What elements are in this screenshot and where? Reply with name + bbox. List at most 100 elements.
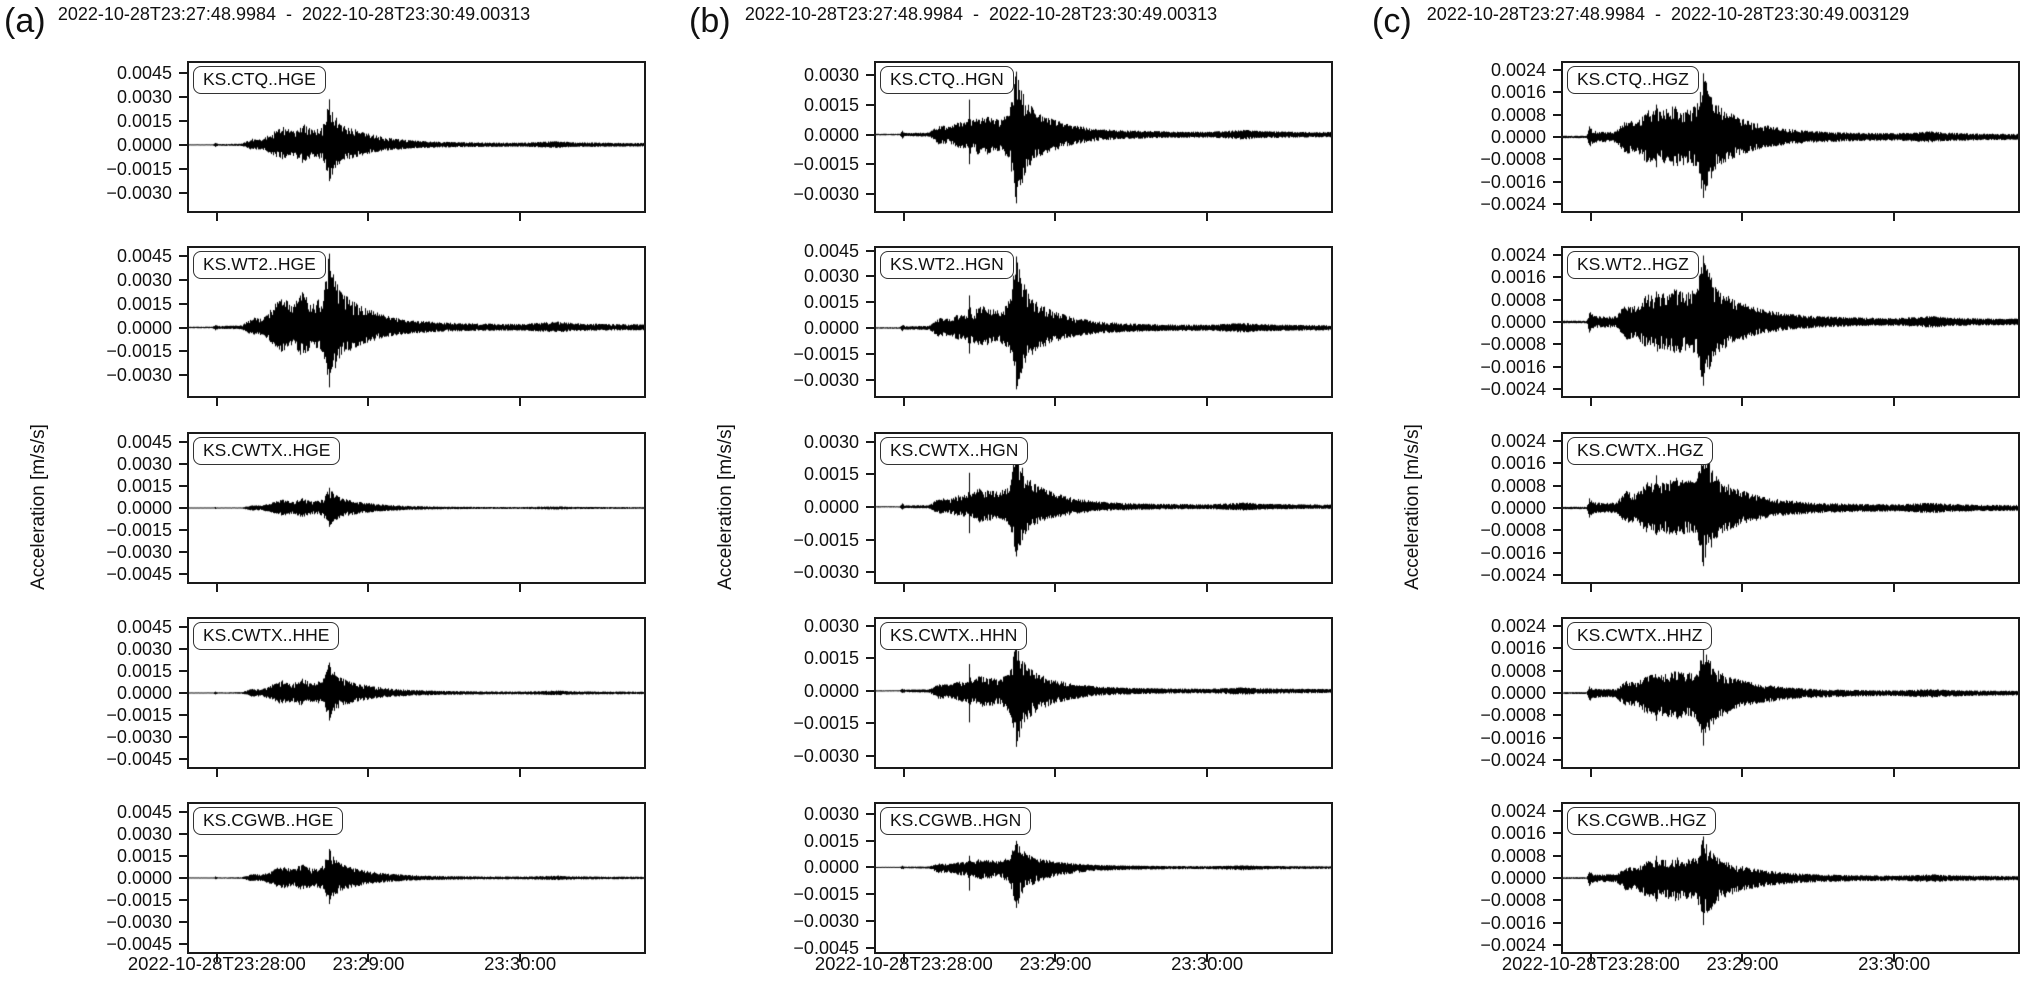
y-tick-mark [866, 378, 874, 381]
y-tick-label: −0.0024 [1480, 379, 1546, 400]
x-tick-mark [1054, 213, 1057, 221]
x-tick-mark [1893, 213, 1896, 221]
x-tick-mark [1589, 398, 1592, 406]
y-tick-mark [1553, 529, 1561, 532]
y-tick-label: 0.0008 [1490, 104, 1546, 125]
y-tick-mark [866, 571, 874, 574]
x-tick-mark [1741, 769, 1744, 777]
y-tick-label: 0.0045 [116, 63, 172, 84]
x-tick-mark [1893, 584, 1896, 592]
station-label: KS.CGWB..HGN [880, 807, 1032, 835]
y-tick-mark [1553, 692, 1561, 694]
y-tick-label: −0.0045 [106, 933, 172, 954]
y-tick-label: 0.0008 [1490, 660, 1546, 681]
y-tick-mark [179, 855, 187, 858]
x-tick-label: 23:30:00 [1858, 953, 1931, 974]
y-tick-mark [179, 72, 187, 75]
y-tick-label: 0.0030 [116, 639, 172, 660]
y-tick-mark [866, 722, 874, 725]
y-tick-mark [1553, 439, 1561, 442]
y-tick-mark [866, 839, 874, 842]
y-tick-label: 0.0008 [1490, 289, 1546, 310]
y-tick-label: 0.0015 [116, 476, 172, 497]
y-tick-label: −0.0030 [793, 184, 859, 205]
y-tick-label: 0.0030 [803, 431, 859, 452]
y-tick-mark [1553, 276, 1561, 279]
x-tick-mark [215, 954, 218, 962]
y-tick-mark [179, 942, 187, 945]
time-range-title: 2022-10-28T23:27:48.9984 - 2022-10-28T23… [1426, 4, 1910, 24]
y-tick-mark [866, 249, 874, 252]
y-tick-mark [866, 275, 874, 278]
y-tick-label: −0.0008 [1480, 520, 1546, 541]
y-tick-mark [179, 254, 187, 257]
y-tick-label: −0.0030 [793, 369, 859, 390]
y-tick-label: 0.0024 [1490, 59, 1546, 80]
x-tick-mark [1054, 584, 1057, 592]
y-tick-mark [866, 301, 874, 304]
y-tick-mark [179, 550, 187, 553]
y-tick-label: 0.0000 [803, 318, 859, 339]
x-tick-mark [1589, 584, 1592, 592]
x-tick-mark [902, 213, 905, 221]
station-label: KS.CTQ..HGZ [1567, 66, 1699, 94]
y-tick-mark [1553, 180, 1561, 183]
y-tick-mark [1553, 714, 1561, 717]
x-tick-mark [367, 213, 370, 221]
y-tick-mark [1553, 158, 1561, 161]
x-tick-mark [1893, 769, 1896, 777]
x-tick-mark [1054, 954, 1057, 962]
y-tick-mark [1553, 321, 1561, 323]
y-tick-label: −0.0015 [793, 154, 859, 175]
y-tick-mark [1553, 854, 1561, 857]
x-tick-mark [215, 769, 218, 777]
y-tick-label: −0.0016 [1480, 727, 1546, 748]
x-tick-mark [1893, 954, 1896, 962]
y-tick-label: −0.0015 [106, 519, 172, 540]
y-tick-label: 0.0030 [116, 824, 172, 845]
y-tick-mark [179, 507, 187, 509]
y-tick-label: 0.0000 [803, 680, 859, 701]
y-tick-label: −0.0030 [106, 911, 172, 932]
y-tick-mark [866, 505, 874, 508]
y-tick-label: −0.0015 [106, 889, 172, 910]
y-tick-mark [866, 473, 874, 476]
y-tick-mark [1553, 551, 1561, 554]
y-tick-label: 0.0008 [1490, 845, 1546, 866]
y-tick-label: 0.0024 [1490, 800, 1546, 821]
station-label: KS.CWTX..HGZ [1567, 437, 1714, 465]
y-tick-label: 0.0030 [803, 615, 859, 636]
y-tick-label: 0.0016 [1490, 823, 1546, 844]
x-tick-mark [1054, 769, 1057, 777]
y-tick-mark [179, 441, 187, 444]
y-tick-mark [179, 143, 187, 146]
y-tick-label: 0.0008 [1490, 475, 1546, 496]
y-tick-mark [866, 812, 874, 815]
y-tick-mark [1553, 669, 1561, 672]
y-tick-mark [1553, 921, 1561, 924]
y-tick-mark [866, 657, 874, 660]
y-tick-mark [866, 538, 874, 541]
y-tick-mark [866, 919, 874, 922]
y-axis-label: Acceleration [m/s/s] [715, 424, 736, 590]
y-tick-label: −0.0024 [1480, 194, 1546, 215]
y-tick-mark [179, 713, 187, 716]
y-tick-mark [866, 193, 874, 196]
y-tick-label: −0.0015 [793, 343, 859, 364]
y-tick-label: −0.0015 [106, 341, 172, 362]
x-tick-mark [1741, 398, 1744, 406]
y-tick-label: −0.0015 [793, 529, 859, 550]
y-tick-mark [1553, 343, 1561, 346]
y-tick-mark [179, 120, 187, 123]
subplot-Z5 [1561, 802, 2020, 954]
y-tick-label: −0.0016 [1480, 356, 1546, 377]
station-label: KS.CTQ..HGE [193, 66, 326, 94]
subplot-Z3 [1561, 432, 2020, 584]
station-label: KS.CWTX..HHZ [1567, 622, 1713, 650]
x-tick-mark [1589, 954, 1592, 962]
y-tick-mark [1553, 462, 1561, 465]
station-label: KS.CGWB..HGZ [1567, 807, 1717, 835]
y-tick-mark [866, 624, 874, 627]
y-tick-label: −0.0015 [793, 713, 859, 734]
